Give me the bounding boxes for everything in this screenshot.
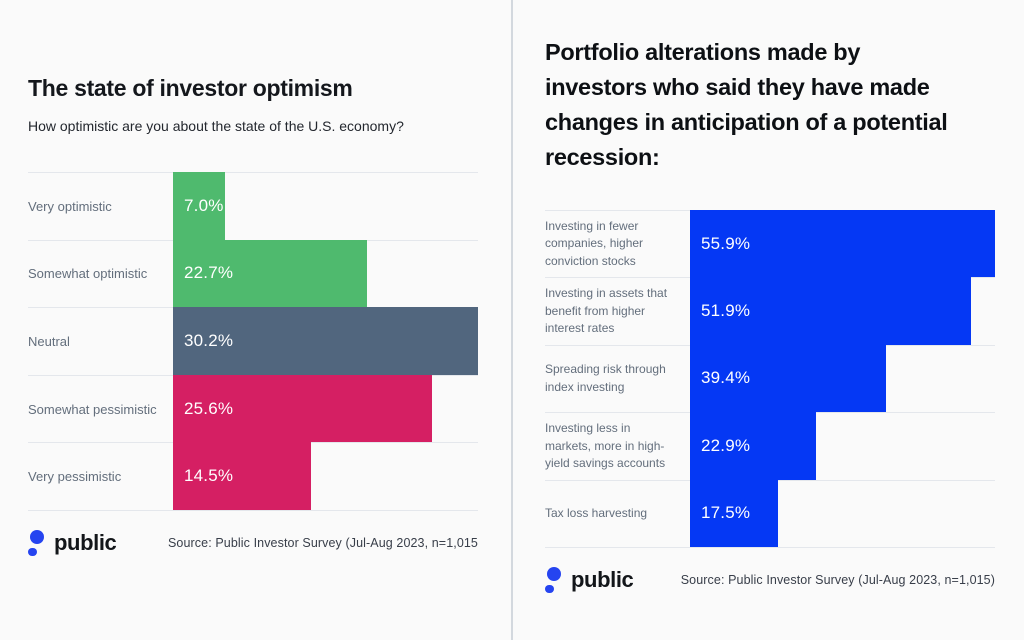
bar-value-label: 22.9% xyxy=(701,435,751,455)
bar-track: 7.0% xyxy=(173,172,478,240)
bar-value-label: 17.5% xyxy=(701,503,751,523)
optimism-bar-chart: Very optimistic 7.0% Somewhat optimistic 22… xyxy=(28,172,478,511)
bar-track: 17.5% xyxy=(690,479,995,547)
chart-row: Very pessimistic 14.5% xyxy=(28,442,478,510)
panel-divider xyxy=(511,0,513,640)
bar: 39.4% xyxy=(690,344,886,413)
category-label-line: index investing xyxy=(545,379,625,394)
right-title-line: Portfolio alterations made by xyxy=(545,39,861,65)
category-label: Very pessimistic xyxy=(28,443,173,510)
category-label-line: Somewhat pessimistic xyxy=(28,401,157,417)
category-label-line: Investing in fewer xyxy=(545,218,639,233)
bar-track: 22.9% xyxy=(690,412,995,480)
category-label: Somewhat pessimistic xyxy=(28,376,173,443)
category-label-line: conviction stocks xyxy=(545,253,636,268)
category-label-line: Very pessimistic xyxy=(28,469,122,485)
chart-row: Somewhat pessimistic 25.6% xyxy=(28,374,478,443)
left-footer: public Source: Public Investor Survey (J… xyxy=(28,529,478,557)
category-label-line: Investing in assets that xyxy=(545,286,668,301)
bar-value-label: 30.2% xyxy=(184,330,234,350)
bar-track: 51.9% xyxy=(690,277,995,345)
category-label: Investing in assets that benefit from hig… xyxy=(545,278,690,344)
chart-row: Investing in fewer companies, higher convi… xyxy=(545,210,995,278)
bar: 30.2% xyxy=(173,307,478,375)
bar: 7.0% xyxy=(173,172,225,240)
bar: 55.9% xyxy=(690,210,995,278)
bar-track: 30.2% xyxy=(173,307,478,375)
category-label-line: markets, more in high- xyxy=(545,438,665,453)
category-label-line: Very optimistic xyxy=(28,198,112,214)
bar-value-label: 7.0% xyxy=(184,195,224,215)
bar: 17.5% xyxy=(690,479,779,547)
category-label: Very optimistic xyxy=(28,173,173,240)
public-logo-icon xyxy=(28,530,44,556)
category-label-line: Spreading risk through xyxy=(545,362,666,377)
public-logo: public xyxy=(28,530,117,556)
right-title-line: changes in anticipation of a potential xyxy=(545,109,948,135)
category-label-line: Neutral xyxy=(28,333,70,349)
chart-row: Tax loss harvesting 17.5% xyxy=(545,479,995,547)
public-logo-icon xyxy=(545,567,561,593)
category-label: Spreading risk through index investing xyxy=(545,346,690,412)
right-title-line: recession: xyxy=(545,144,660,170)
recession-panel: Portfolio alterations made by investors … xyxy=(545,0,995,640)
category-label: Somewhat optimistic xyxy=(28,241,173,308)
bar-track: 22.7% xyxy=(173,239,478,308)
category-label: Investing in fewer companies, higher convi… xyxy=(545,211,690,277)
bar-value-label: 55.9% xyxy=(701,233,751,253)
public-logo-wordmark: public xyxy=(54,530,117,555)
logo-dot-big xyxy=(547,567,561,581)
bar-value-label: 22.7% xyxy=(184,263,234,283)
category-label-line: Tax loss harvesting xyxy=(545,506,648,520)
chart-row: Spreading risk through index investing 39.… xyxy=(545,344,995,413)
bar-value-label: 51.9% xyxy=(701,301,751,321)
bar-track: 14.5% xyxy=(173,442,478,510)
category-label-line: benefit from higher xyxy=(545,303,646,318)
bar: 14.5% xyxy=(173,442,311,510)
logo-dot-small xyxy=(28,547,37,556)
bar-track: 39.4% xyxy=(690,344,995,413)
bar-track: 25.6% xyxy=(173,374,478,443)
chart-row: Somewhat optimistic 22.7% xyxy=(28,239,478,308)
chart-row: Investing less in markets, more in high-y… xyxy=(545,412,995,480)
right-chart-title: Portfolio alterations made by investors … xyxy=(545,35,948,175)
left-chart-title: The state of investor optimism xyxy=(28,75,353,101)
bar: 25.6% xyxy=(173,374,432,443)
source-text: Source: Public Investor Survey (Jul-Aug … xyxy=(680,573,995,587)
category-label: Investing less in markets, more in high-y… xyxy=(545,413,690,479)
category-label: Tax loss harvesting xyxy=(545,481,690,547)
bar: 22.7% xyxy=(173,239,367,308)
bar-value-label: 25.6% xyxy=(184,398,234,418)
logo-dot-small xyxy=(545,584,554,593)
category-label-line: Investing less in xyxy=(545,421,631,436)
optimism-panel: The state of investor optimism How optim… xyxy=(28,0,478,640)
bar-track: 55.9% xyxy=(690,210,995,278)
chart-row: Investing in assets that benefit from hig… xyxy=(545,277,995,345)
chart-row: Very optimistic 7.0% xyxy=(28,172,478,240)
left-chart-subtitle: How optimistic are you about the state o… xyxy=(28,118,404,134)
public-logo-wordmark: public xyxy=(571,567,634,592)
bar-value-label: 39.4% xyxy=(701,368,751,388)
public-logo: public xyxy=(545,567,634,593)
category-label-line: yield savings accounts xyxy=(545,456,666,471)
right-title-line: investors who said they have made xyxy=(545,74,930,100)
source-text: Source: Public Investor Survey (Jul-Aug … xyxy=(168,536,478,550)
category-label-line: Somewhat optimistic xyxy=(28,266,148,282)
logo-dot-big xyxy=(30,530,44,544)
category-label: Neutral xyxy=(28,308,173,375)
bar: 22.9% xyxy=(690,412,817,480)
bar: 51.9% xyxy=(690,277,971,345)
bar-value-label: 14.5% xyxy=(184,466,234,486)
chart-row: Neutral 30.2% xyxy=(28,307,478,375)
category-label-line: companies, higher xyxy=(545,236,644,251)
right-footer: public Source: Public Investor Survey (J… xyxy=(545,566,995,594)
category-label-line: interest rates xyxy=(545,321,615,336)
recession-bar-chart: Investing in fewer companies, higher convi… xyxy=(545,210,995,548)
